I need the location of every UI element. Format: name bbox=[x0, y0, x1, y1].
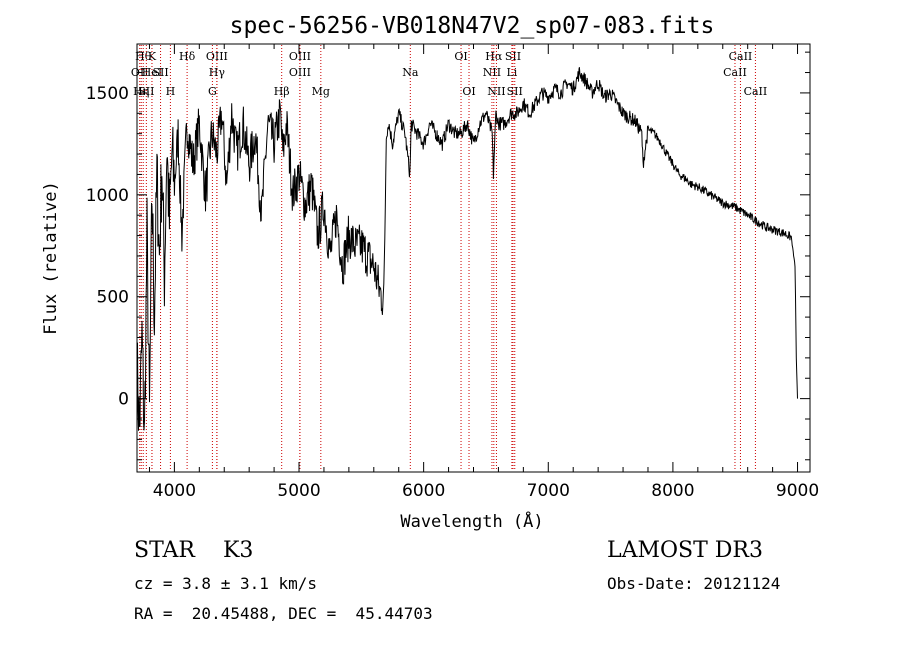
spectral-line-label: Li bbox=[506, 66, 517, 79]
y-tick-label: 500 bbox=[97, 288, 129, 308]
spectral-line-label: Hδ bbox=[179, 50, 196, 63]
y-axis-label: Flux (relative) bbox=[41, 181, 61, 335]
spectral-line-label: H bbox=[166, 85, 176, 98]
spectral-line-label: Mg bbox=[312, 85, 330, 98]
spectral-line-label: K bbox=[148, 50, 157, 63]
x-tick-label: 9000 bbox=[776, 481, 819, 501]
spectral-line-label: NII bbox=[483, 66, 501, 79]
x-axis-label: Wavelength (Å) bbox=[400, 510, 543, 532]
spectral-line-label: OI bbox=[454, 50, 467, 63]
x-tick-label: 8000 bbox=[651, 481, 694, 501]
spectral-line-label: Hθ bbox=[135, 50, 152, 63]
spectral-line-label: SII bbox=[138, 85, 154, 98]
spectral-line-label: Hα bbox=[485, 50, 503, 63]
survey-name: LAMOST DR3 bbox=[607, 538, 763, 563]
x-tick-label: 4000 bbox=[153, 481, 196, 501]
object-classification: STAR K3 bbox=[134, 538, 254, 563]
spectral-line-label: CaII bbox=[723, 66, 747, 79]
spectral-line-label: OIII bbox=[289, 50, 311, 63]
spectral-line-label: OIII bbox=[206, 50, 228, 63]
spectral-line-label: Na bbox=[402, 66, 419, 79]
y-tick-label: 1000 bbox=[86, 186, 129, 206]
x-tick-label: 6000 bbox=[402, 481, 445, 501]
spectral-line-label: CaII bbox=[744, 85, 768, 98]
spectral-line-label: CaII bbox=[729, 50, 753, 63]
axis-ticks: 4000 5000 6000 7000 8000 9000 0 500 1000 1500 bbox=[86, 44, 819, 501]
x-tick-label: 5000 bbox=[277, 481, 320, 501]
y-tick-label: 0 bbox=[118, 390, 129, 410]
spectral-line-label: SII bbox=[152, 66, 168, 79]
spectral-line-label: SII bbox=[507, 85, 523, 98]
spectrum-series bbox=[136, 67, 798, 431]
spectral-line-label: OI bbox=[462, 85, 475, 98]
spectral-line-label: Hγ bbox=[209, 66, 226, 79]
spectral-line-label: G bbox=[208, 85, 217, 98]
spectral-line-label: OIII bbox=[289, 66, 311, 79]
spectral-line-label: NII bbox=[487, 85, 505, 98]
chart-title: spec-56256-VB018N47V2_sp07-083.fits bbox=[230, 13, 715, 39]
redshift-velocity: cz = 3.8 ± 3.1 km/s bbox=[134, 574, 318, 593]
y-tick-label: 1500 bbox=[86, 84, 129, 104]
x-tick-label: 7000 bbox=[527, 481, 570, 501]
observation-date: Obs-Date: 20121124 bbox=[607, 574, 781, 593]
plot-frame bbox=[136, 43, 811, 473]
spectrum-line bbox=[136, 67, 798, 431]
spectral-line-label: Hβ bbox=[274, 85, 290, 98]
spectral-line-label: SII bbox=[505, 50, 521, 63]
coordinates: RA = 20.45488, DEC = 45.44703 bbox=[134, 604, 433, 623]
